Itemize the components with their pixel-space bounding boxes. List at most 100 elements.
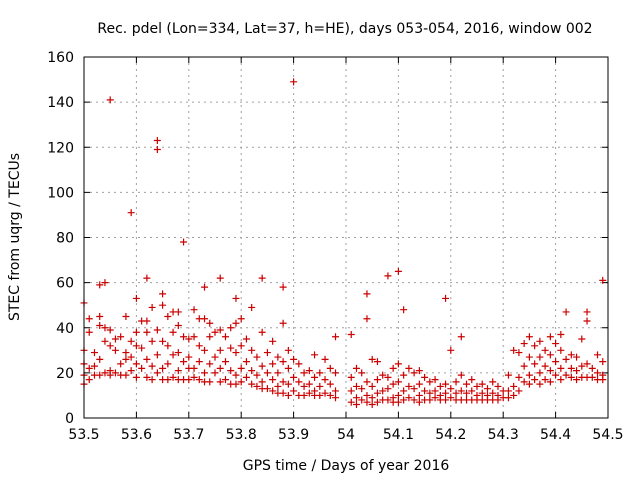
data-point — [504, 387, 512, 395]
data-point — [180, 333, 188, 341]
data-point — [332, 369, 340, 377]
data-point — [159, 290, 167, 298]
data-point — [174, 321, 182, 329]
data-point — [352, 382, 360, 390]
data-point — [279, 319, 287, 327]
data-point — [567, 351, 575, 359]
data-point — [190, 373, 198, 381]
data-point — [494, 382, 502, 390]
data-point — [389, 364, 397, 372]
data-point — [96, 371, 104, 379]
data-point — [169, 328, 177, 336]
data-point — [106, 96, 114, 104]
data-point — [237, 342, 245, 350]
data-point — [316, 369, 324, 377]
data-point — [567, 364, 575, 372]
data-point — [185, 353, 193, 361]
data-point — [122, 371, 130, 379]
data-point — [426, 389, 434, 397]
data-point — [379, 387, 387, 395]
data-point — [190, 364, 198, 372]
data-point — [384, 373, 392, 381]
x-tick-label: 54.5 — [592, 427, 623, 443]
data-point — [525, 371, 533, 379]
data-point — [457, 371, 465, 379]
data-point — [594, 369, 602, 377]
data-point — [562, 308, 570, 316]
data-point — [190, 333, 198, 341]
data-point — [373, 389, 381, 397]
x-tick-label: 54.4 — [540, 427, 571, 443]
data-point — [216, 364, 224, 372]
data-point — [326, 391, 334, 399]
data-point — [389, 380, 397, 388]
data-point — [148, 303, 156, 311]
data-point — [201, 315, 209, 323]
data-point — [274, 353, 282, 361]
data-point — [284, 364, 292, 372]
data-point — [279, 389, 287, 397]
data-point — [583, 317, 591, 325]
data-point — [483, 385, 491, 393]
data-point — [253, 353, 261, 361]
data-point — [201, 283, 209, 291]
data-point — [536, 380, 544, 388]
data-point — [379, 371, 387, 379]
data-point — [394, 360, 402, 368]
data-point — [557, 364, 565, 372]
data-point — [164, 376, 172, 384]
data-point — [510, 382, 518, 390]
data-point — [541, 376, 549, 384]
data-point — [410, 369, 418, 377]
data-point — [573, 376, 581, 384]
data-point — [447, 346, 455, 354]
data-point — [452, 378, 460, 386]
data-point — [300, 382, 308, 390]
data-point — [295, 378, 303, 386]
data-point — [132, 360, 140, 368]
data-point — [90, 362, 98, 370]
x-tick-label: 54.1 — [383, 427, 414, 443]
data-point — [290, 78, 298, 86]
data-point — [562, 371, 570, 379]
data-point — [290, 373, 298, 381]
plot-frame — [83, 56, 609, 419]
data-point — [206, 333, 214, 341]
data-point — [358, 385, 366, 393]
data-point — [132, 373, 140, 381]
data-point — [447, 394, 455, 402]
data-point — [363, 315, 371, 323]
y-tick-label: 160 — [47, 50, 74, 66]
data-point — [546, 333, 554, 341]
data-point — [410, 385, 418, 393]
data-point — [258, 274, 266, 282]
data-point — [457, 387, 465, 395]
data-point — [284, 346, 292, 354]
data-point — [122, 355, 130, 363]
data-point — [195, 376, 203, 384]
data-point — [159, 364, 167, 372]
data-point — [290, 387, 298, 395]
data-point — [573, 367, 581, 375]
data-point — [221, 333, 229, 341]
data-point — [101, 279, 109, 287]
data-point — [185, 335, 193, 343]
data-point — [520, 340, 528, 348]
data-point — [153, 136, 161, 144]
data-point — [263, 385, 271, 393]
data-point — [415, 398, 423, 406]
data-point — [452, 389, 460, 397]
data-point — [269, 376, 277, 384]
data-point — [321, 389, 329, 397]
data-point — [96, 321, 104, 329]
data-points — [80, 78, 607, 408]
data-point — [588, 373, 596, 381]
data-point — [384, 272, 392, 280]
data-point — [153, 369, 161, 377]
data-point — [583, 360, 591, 368]
data-point — [347, 331, 355, 339]
x-tick-labels: 53.5 53.6 53.7 53.8 53.9 54 54.1 54.2 54.3 54.4 54… — [68, 427, 623, 443]
data-point — [305, 389, 313, 397]
data-point — [531, 360, 539, 368]
data-point — [248, 303, 256, 311]
